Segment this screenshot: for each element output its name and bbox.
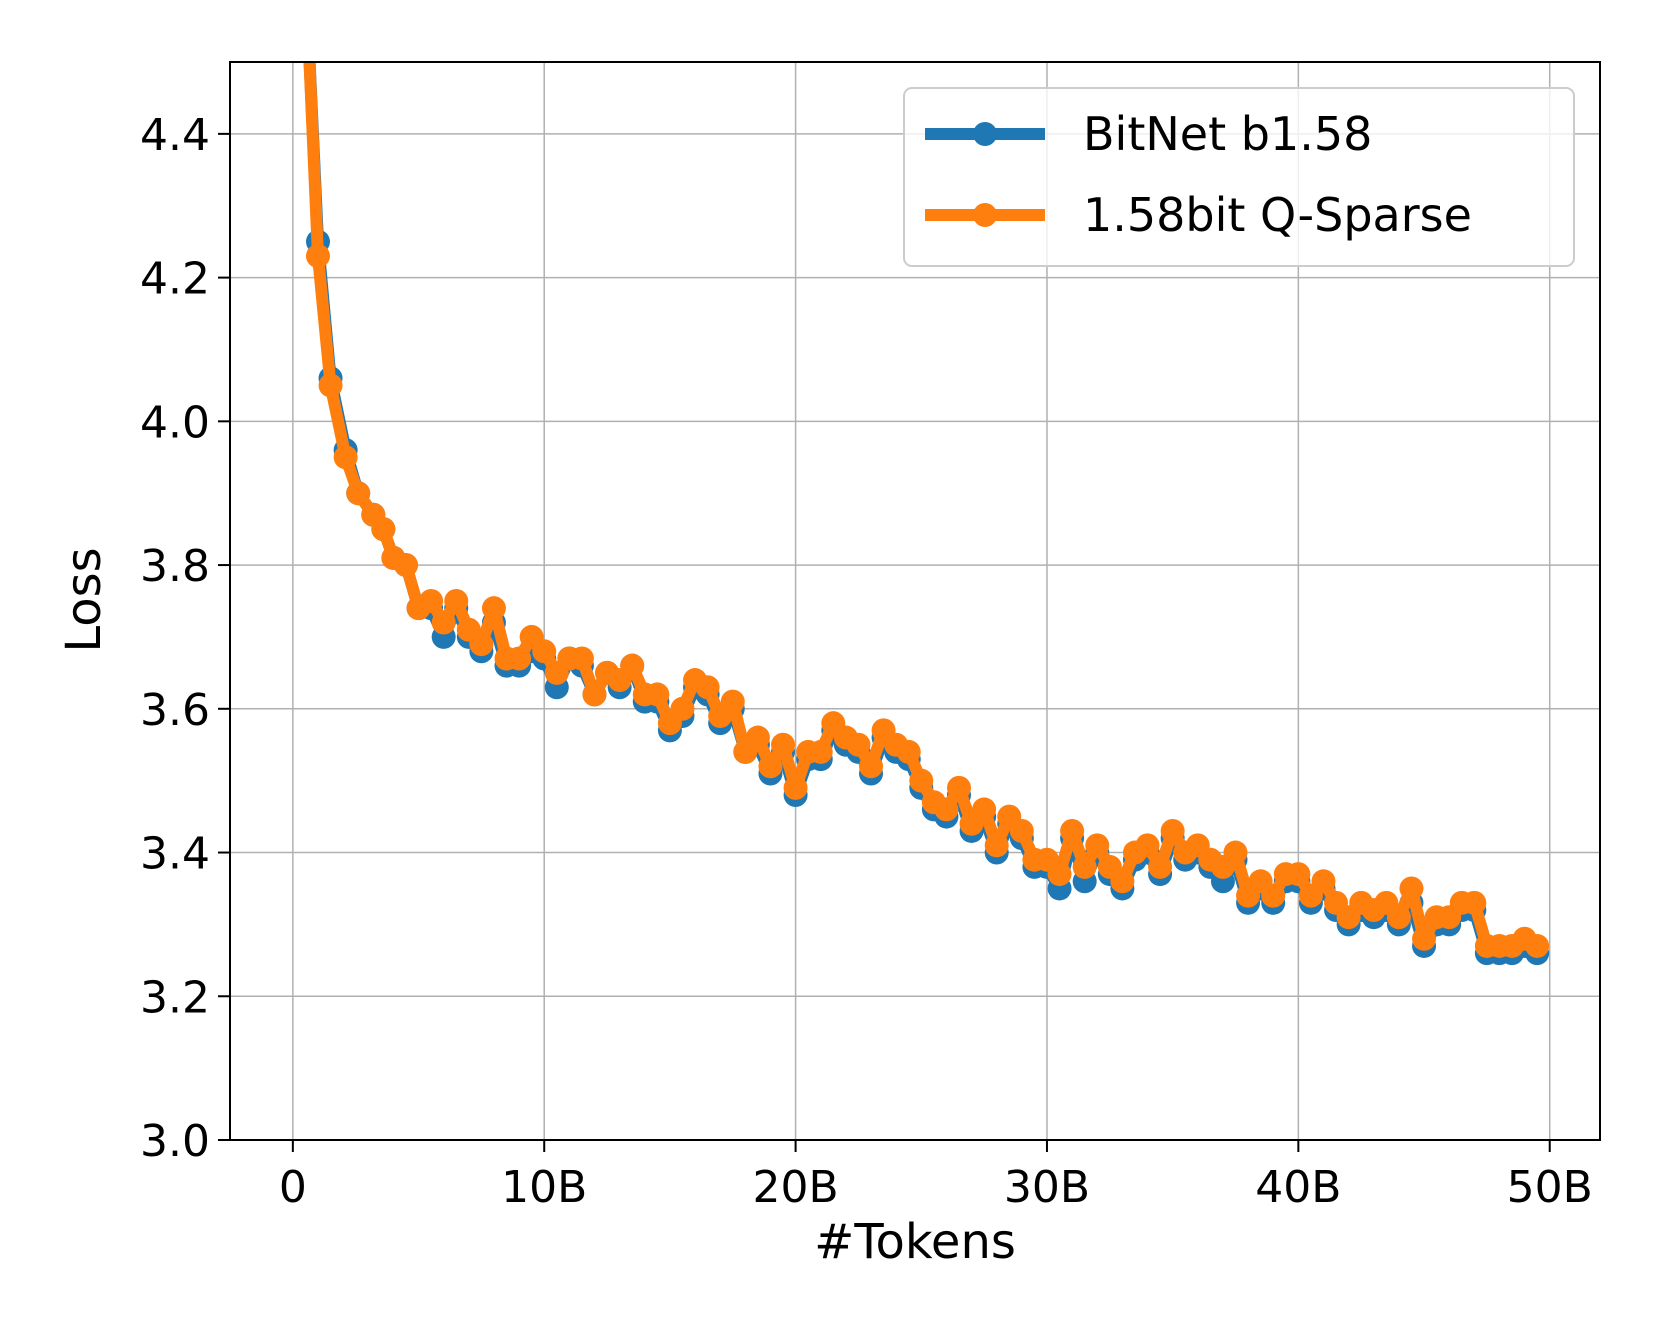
data-point-series-1: [318, 373, 343, 398]
data-point-series-1: [1386, 905, 1411, 930]
data-point-series-1: [569, 646, 594, 671]
data-point-series-1: [1286, 862, 1311, 887]
y-tick-label: 3.6: [140, 685, 210, 736]
data-point-series-1: [1311, 869, 1336, 894]
data-point-series-1: [984, 833, 1009, 858]
x-tick-label: 30B: [1004, 1162, 1090, 1213]
legend-swatch-marker-qsparse: [973, 203, 997, 227]
x-tick-label: 10B: [501, 1162, 587, 1213]
legend-swatch-marker-bitnet: [973, 122, 997, 146]
plot-frame: [229, 61, 1601, 1141]
data-point-series-1: [1110, 869, 1135, 894]
legend: BitNet b1.58 1.58bit Q-Sparse: [903, 87, 1575, 267]
data-point-series-1: [1148, 854, 1173, 879]
data-point-series-1: [1009, 818, 1034, 843]
data-point-series-1: [620, 653, 645, 678]
data-point-series-1: [1525, 933, 1550, 958]
data-point-series-1: [305, 244, 330, 269]
data-point-series-1: [532, 639, 557, 664]
data-point-series-1: [771, 732, 796, 757]
x-axis-ticks: 0 10B 20B 30B 40B 50B: [279, 1140, 1593, 1213]
data-point-series-1: [909, 768, 934, 793]
data-point-series-1: [444, 589, 469, 613]
data-point-series-1: [371, 517, 396, 542]
y-tick-label: 4.4: [140, 110, 210, 161]
x-tick-label: 40B: [1255, 1162, 1341, 1213]
y-axis-label: Loss: [56, 547, 112, 652]
x-axis-label: #Tokens: [814, 1214, 1016, 1270]
data-point-series-1: [972, 797, 997, 822]
x-tick-label: 0: [279, 1162, 307, 1213]
data-point-series-1: [1060, 818, 1085, 843]
y-tick-label: 4.0: [140, 397, 210, 448]
data-point-series-1: [1135, 833, 1160, 858]
data-point-series-1: [1399, 876, 1424, 901]
data-point-series-1: [1047, 862, 1072, 887]
data-point-series-1: [393, 553, 418, 578]
x-tick-label: 20B: [753, 1162, 839, 1213]
data-point-series-1: [333, 445, 358, 470]
data-point-series-1: [1085, 833, 1110, 858]
data-point-series-1: [1223, 840, 1248, 865]
legend-label-bitnet: BitNet b1.58: [1083, 107, 1372, 161]
y-tick-label: 3.0: [140, 1116, 210, 1167]
data-point-series-1: [946, 775, 971, 800]
legend-label-qsparse: 1.58bit Q-Sparse: [1083, 188, 1472, 242]
y-tick-label: 3.8: [140, 541, 210, 592]
data-point-series-1: [695, 675, 720, 700]
data-point-series-1: [1412, 926, 1437, 951]
data-point-series-1: [645, 682, 670, 707]
data-point-series-1: [1261, 883, 1286, 908]
data-point-series-1: [783, 775, 808, 800]
series-layer: [303, 62, 1550, 966]
data-point-series-1: [896, 739, 921, 764]
data-point-series-1: [808, 739, 833, 764]
y-tick-label: 4.2: [140, 254, 210, 305]
data-point-series-1: [670, 696, 695, 721]
x-tick-label: 50B: [1507, 1162, 1593, 1213]
data-point-series-1: [745, 725, 770, 750]
data-point-series-1: [346, 481, 371, 506]
data-point-series-1: [507, 646, 532, 671]
data-point-series-1: [758, 754, 783, 779]
data-point-series-1: [431, 610, 456, 635]
data-point-series-1: [1160, 818, 1185, 843]
data-point-series-1: [859, 754, 884, 779]
data-point-series-1: [934, 797, 959, 822]
y-tick-label: 3.4: [140, 829, 210, 880]
data-point-series-1: [1072, 854, 1097, 879]
y-axis-ticks: 3.0 3.2 3.4 3.6 3.8 4.0 4.2 4.4: [140, 110, 230, 1167]
data-point-series-1: [419, 589, 444, 613]
data-point-series-1: [481, 596, 506, 621]
data-point-series-1: [720, 689, 745, 714]
legend-box: [903, 87, 1575, 267]
data-point-series-1: [582, 682, 607, 707]
data-point-series-1: [846, 732, 871, 757]
data-point-series-1: [1462, 890, 1487, 915]
y-tick-label: 3.2: [140, 972, 210, 1023]
data-point-series-1: [469, 632, 494, 657]
